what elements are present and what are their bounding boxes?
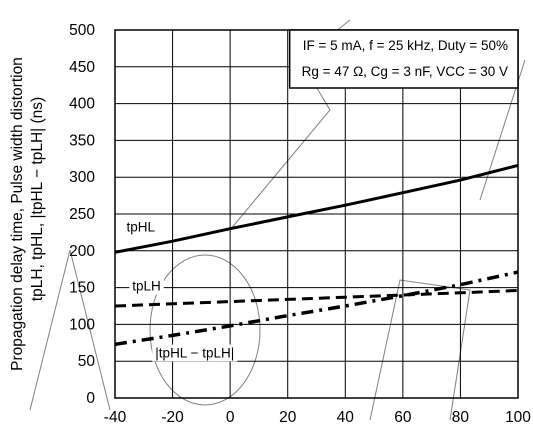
- x-tick-label: 80: [452, 409, 470, 426]
- series-label-3: |tpHL − tpLH|: [155, 346, 234, 361]
- conditions-line-1: IF = 5 mA, f = 25 kHz, Duty = 50%: [303, 38, 508, 53]
- series-label-bg: [152, 344, 238, 362]
- x-tick-label: 40: [337, 409, 355, 426]
- series-label-1: tpHL: [127, 220, 156, 235]
- y-tick-label: 200: [69, 243, 95, 260]
- y-tick-label: 150: [69, 280, 95, 297]
- x-tick-label: -20: [161, 409, 184, 426]
- y-tick-label: 250: [69, 206, 95, 223]
- y-axis-title-line-2: tpLH, tpHL, |tpHL − tpLH| (ns): [29, 97, 46, 301]
- x-tick-label: -40: [104, 409, 127, 426]
- series-line-2: [114, 289, 519, 308]
- y-tick-label: 400: [69, 96, 95, 113]
- series-line-1: [114, 163, 519, 254]
- x-tick-label: 60: [394, 409, 412, 426]
- y-axis-title-line-1: Propagation delay time, Pulse width dist…: [9, 57, 26, 371]
- series-label-bg: [129, 277, 164, 295]
- y-tick-label: 0: [86, 390, 95, 407]
- x-tick-label: 0: [226, 409, 235, 426]
- conditions-line-2: Rg = 47 Ω, Cg = 3 nF, VCC = 30 V: [302, 64, 508, 79]
- y-tick-label: 50: [78, 353, 96, 370]
- y-tick-label: 350: [69, 132, 95, 149]
- series-label-2: tpLH: [132, 279, 161, 294]
- conditions-box: IF = 5 mA, f = 25 kHz, Duty = 50% Rg = 4…: [288, 29, 519, 89]
- y-tick-label: 100: [69, 316, 95, 333]
- y-tick-label: 450: [69, 59, 95, 76]
- series-label-bg: [123, 218, 159, 236]
- y-tick-label: 500: [69, 22, 95, 39]
- y-tick-label: 300: [69, 169, 95, 186]
- x-tick-label: 20: [279, 409, 297, 426]
- x-tick-label: 100: [505, 409, 531, 426]
- series-line-3: [114, 270, 519, 347]
